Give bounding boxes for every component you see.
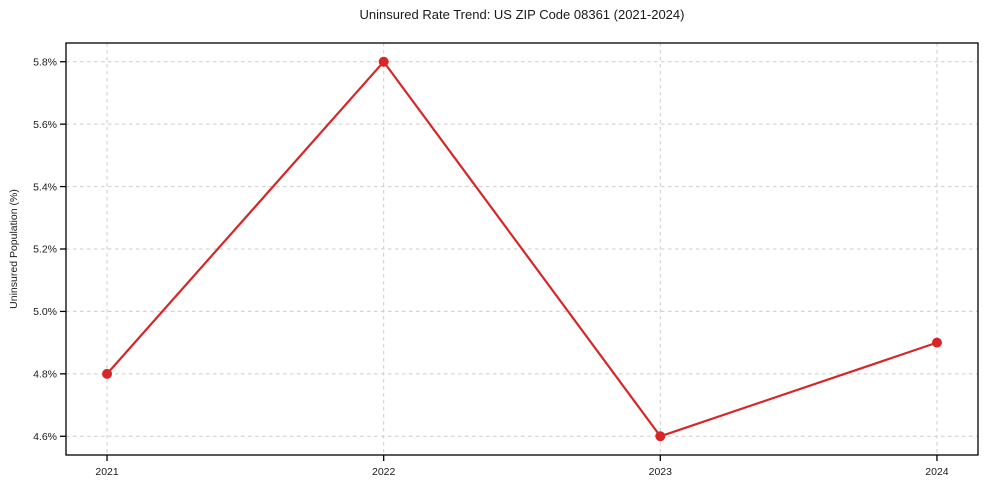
- y-tick-label: 4.6%: [33, 431, 57, 443]
- y-tick-label: 5.4%: [33, 181, 57, 193]
- y-tick-label: 5.8%: [33, 56, 57, 68]
- y-tick-label: 5.2%: [33, 244, 57, 256]
- x-tick-label: 2022: [372, 466, 396, 478]
- y-tick-label: 4.8%: [33, 369, 57, 381]
- data-point-marker: [102, 368, 113, 379]
- x-tick-label: 2021: [95, 466, 119, 478]
- y-axis-label: Uninsured Population (%): [8, 189, 20, 309]
- data-point-marker: [931, 337, 942, 348]
- x-tick-label: 2024: [925, 466, 949, 478]
- y-tick-label: 5.0%: [33, 306, 57, 318]
- data-point-marker: [655, 431, 666, 442]
- axes-spines: [65, 42, 979, 456]
- y-tick-label: 5.6%: [33, 119, 57, 131]
- chart-title: Uninsured Rate Trend: US ZIP Code 08361 …: [359, 7, 685, 22]
- x-tick-label: 2023: [649, 466, 673, 478]
- data-point-marker: [378, 56, 389, 67]
- trend-line: [105, 60, 939, 438]
